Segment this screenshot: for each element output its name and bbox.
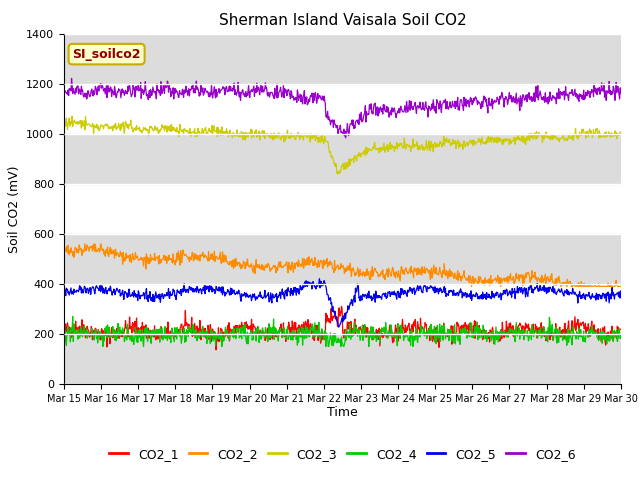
Title: Sherman Island Vaisala Soil CO2: Sherman Island Vaisala Soil CO2 (219, 13, 466, 28)
Bar (64, 234, 621, 284)
Legend: CO2_1, CO2_2, CO2_3, CO2_4, CO2_5, CO2_6: CO2_1, CO2_2, CO2_3, CO2_4, CO2_5, CO2_6 (104, 443, 580, 466)
Text: SI_soilco2: SI_soilco2 (72, 48, 141, 60)
X-axis label: Time: Time (327, 407, 358, 420)
Bar (64, 34, 621, 84)
Bar (64, 134, 621, 184)
Y-axis label: Soil CO2 (mV): Soil CO2 (mV) (8, 165, 20, 252)
Bar (64, 334, 621, 384)
